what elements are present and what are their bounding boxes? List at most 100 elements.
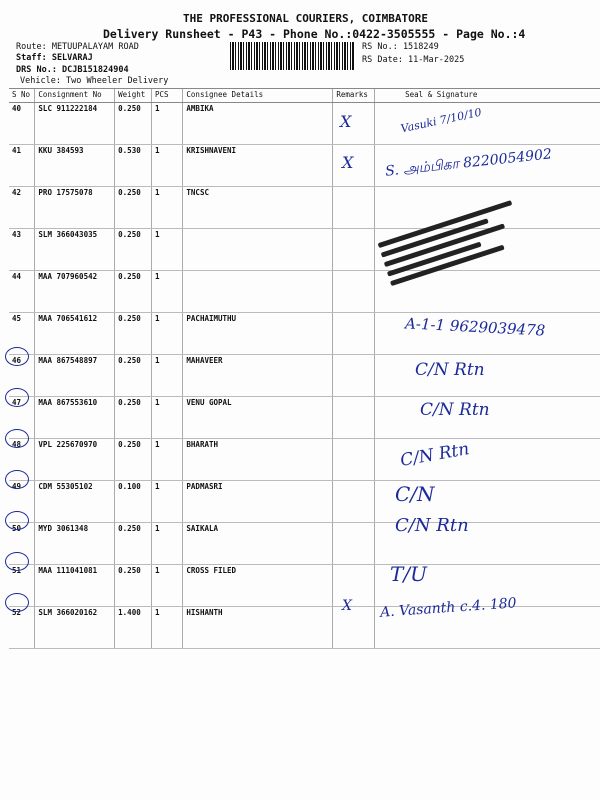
signature-46: C/N Rtn (415, 360, 485, 380)
cell-cons: SLM 366020162 (34, 606, 115, 649)
signature-47: C/N Rtn (420, 400, 490, 420)
cell-cons: SLC 911222184 (34, 102, 115, 145)
cell-pcs: 1 (150, 438, 183, 481)
table-row: 46 MAA 867548897 0.250 1 MAHAVEER (9, 354, 600, 397)
signature-49: C/N (395, 482, 435, 506)
cell-seal (374, 438, 600, 481)
cell-pcs: 1 (150, 396, 183, 439)
cell-remarks (332, 396, 375, 439)
cell-seal (374, 606, 600, 649)
cell-weight: 0.250 (114, 186, 152, 229)
cell-weight: 0.250 (114, 354, 152, 397)
cell-cons: KKU 384593 (34, 144, 115, 187)
table-row: 45 MAA 706541612 0.250 1 PACHAIMUTHU (9, 312, 600, 355)
cell-seal (374, 522, 600, 565)
cell-cons: MAA 867548897 (34, 354, 115, 397)
cell-seal (374, 102, 600, 145)
cell-consignee: VENU GOPAL (182, 396, 333, 439)
cell-remarks (332, 186, 375, 229)
cell-weight: 0.250 (114, 564, 152, 607)
rs-date: RS Date: 11-Mar-2025 (362, 55, 465, 65)
runsheet-title: Delivery Runsheet - P43 - Phone No.:0422… (103, 27, 526, 41)
signature-51: T/U (390, 562, 427, 586)
col-sno: S No (9, 88, 35, 103)
vehicle: Vehicle: Two Wheeler Delivery (20, 76, 169, 86)
cell-pcs: 1 (150, 564, 183, 607)
sno-circle-mark (5, 388, 29, 407)
cell-remarks (332, 144, 375, 187)
cell-seal (374, 396, 600, 439)
cell-pcs: 1 (150, 102, 183, 145)
table-row: 41 KKU 384593 0.530 1 KRISHNAVENI (9, 144, 600, 187)
cell-weight: 0.250 (114, 396, 152, 439)
col-consignee: Consignee Details (182, 88, 333, 103)
cell-consignee (182, 228, 333, 271)
cell-weight: 0.250 (114, 522, 152, 565)
sno-circle-mark (5, 593, 29, 612)
cell-consignee: SAIKALA (182, 522, 333, 565)
cell-remarks (332, 270, 375, 313)
staff: Staff: SELVARAJ (16, 53, 93, 63)
cell-weight: 0.250 (114, 312, 152, 355)
cell-sno: 43 (9, 228, 35, 271)
cell-sno: 42 (9, 186, 35, 229)
cell-pcs: 1 (150, 186, 183, 229)
cell-consignee: PACHAIMUTHU (182, 312, 333, 355)
col-pcs: PCS (150, 88, 183, 103)
sno-circle-mark (5, 552, 29, 571)
cell-pcs: 1 (150, 228, 183, 271)
cell-pcs: 1 (150, 522, 183, 565)
col-seal: Seal & Signature (374, 88, 600, 103)
cell-remarks (332, 522, 375, 565)
cell-pcs: 1 (150, 144, 183, 187)
cell-remarks (332, 354, 375, 397)
cell-remarks (332, 606, 375, 649)
cell-remarks (332, 438, 375, 481)
cell-consignee: AMBIKA (182, 102, 333, 145)
cell-seal (374, 144, 600, 187)
cell-weight: 1.400 (114, 606, 152, 649)
company-name: THE PROFESSIONAL COURIERS, COIMBATORE (183, 12, 429, 25)
cell-pcs: 1 (150, 312, 183, 355)
cell-cons: MAA 111041081 (34, 564, 115, 607)
rs-number: RS No.: 1518249 (362, 42, 439, 52)
sno-circle-mark (5, 347, 29, 366)
table-row: 49 CDM 55305102 0.100 1 PADMASRI (9, 480, 600, 523)
cell-pcs: 1 (150, 606, 183, 649)
runsheet-table: S No Consignment No Weight PCS Consignee… (9, 88, 600, 649)
col-weight: Weight (114, 88, 152, 103)
cell-pcs: 1 (150, 480, 183, 523)
cell-consignee: MAHAVEER (182, 354, 333, 397)
col-remarks: Remarks (332, 88, 375, 103)
cell-remarks (332, 480, 375, 523)
cell-weight: 0.100 (114, 480, 152, 523)
cell-sno: 44 (9, 270, 35, 313)
cell-cons: PRO 17575078 (34, 186, 115, 229)
cell-pcs: 1 (150, 270, 183, 313)
barcode (230, 42, 355, 70)
cell-cons: MAA 706541612 (34, 312, 115, 355)
cell-weight: 0.250 (114, 228, 152, 271)
signature-50: C/N Rtn (395, 515, 469, 536)
cell-sno: 52 (9, 606, 35, 649)
cell-cons: SLM 366043035 (34, 228, 115, 271)
table-row: 50 MYD 3061348 0.250 1 SAIKALA (9, 522, 600, 565)
remark-x-41: X (342, 153, 354, 172)
cell-weight: 0.250 (114, 270, 152, 313)
cell-seal (374, 354, 600, 397)
cell-cons: MAA 707960542 (34, 270, 115, 313)
table-row: 51 MAA 111041081 0.250 1 CROSS FILED (9, 564, 600, 607)
cell-cons: CDM 55305102 (34, 480, 115, 523)
cell-consignee: CROSS FILED (182, 564, 333, 607)
cell-consignee: HISHANTH (182, 606, 333, 649)
cell-remarks (332, 102, 375, 145)
cell-seal (374, 564, 600, 607)
cell-consignee: PADMASRI (182, 480, 333, 523)
remark-x-52: X (342, 598, 352, 614)
table-header: S No Consignment No Weight PCS Consignee… (9, 88, 600, 103)
cell-remarks (332, 312, 375, 355)
sno-circle-mark (5, 511, 29, 530)
cell-sno: 41 (9, 144, 35, 187)
table-row: 47 MAA 867553610 0.250 1 VENU GOPAL (9, 396, 600, 439)
drs-number: DRS No.: DCJB151824904 (16, 65, 129, 75)
